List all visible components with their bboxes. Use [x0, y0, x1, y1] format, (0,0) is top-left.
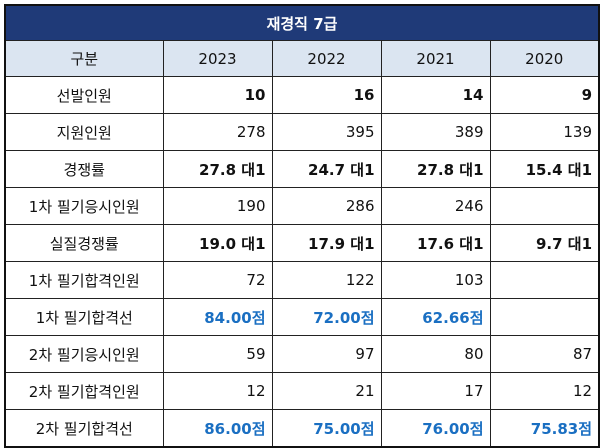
table-cell: 75.00점: [271, 409, 382, 448]
table-cell: 103: [380, 261, 491, 299]
table-cell: [489, 261, 600, 299]
table-row: 지원인원 278 395 389 139: [4, 113, 600, 151]
table-title-row: 재경직 7급: [4, 4, 600, 41]
header-year-2022: 2022: [271, 40, 382, 77]
table-cell: 21: [271, 372, 382, 410]
row-label: 1차 필기합격선: [4, 298, 164, 336]
table-cell: 16: [271, 76, 382, 114]
table-cell: 17.6 대1: [380, 224, 491, 262]
table-cell: 10: [162, 76, 273, 114]
row-label: 1차 필기응시인원: [4, 187, 164, 225]
table-cell: 80: [380, 335, 491, 373]
table-row: 1차 필기합격인원 72 122 103: [4, 261, 600, 299]
table-cell: [489, 298, 600, 336]
table-cell: 9.7 대1: [489, 224, 600, 262]
table-row: 2차 필기응시인원 59 97 80 87: [4, 335, 600, 373]
table-row: 2차 필기합격인원 12 21 17 12: [4, 372, 600, 410]
table-cell: 86.00점: [162, 409, 273, 448]
table-row: 선발인원 10 16 14 9: [4, 76, 600, 114]
table-cell: 12: [489, 372, 600, 410]
table-row: 실질경쟁률 19.0 대1 17.9 대1 17.6 대1 9.7 대1: [4, 224, 600, 262]
table-cell: 59: [162, 335, 273, 373]
row-label: 실질경쟁률: [4, 224, 164, 262]
table-cell: 15.4 대1: [489, 150, 600, 188]
table-cell: 246: [380, 187, 491, 225]
table-cell: 75.83점: [489, 409, 600, 448]
table-cell: 19.0 대1: [162, 224, 273, 262]
table-header-row: 구분 2023 2022 2021 2020: [4, 40, 600, 77]
header-category: 구분: [4, 40, 164, 77]
table-cell: 9: [489, 76, 600, 114]
table-cell: 97: [271, 335, 382, 373]
table-row: 1차 필기응시인원 190 286 246: [4, 187, 600, 225]
table-cell: 122: [271, 261, 382, 299]
header-year-2021: 2021: [380, 40, 491, 77]
table-cell: 17: [380, 372, 491, 410]
exam-stats-table: 재경직 7급 구분 2023 2022 2021 2020 선발인원 10 16…: [4, 4, 601, 448]
table-row: 경쟁률 27.8 대1 24.7 대1 27.8 대1 15.4 대1: [4, 150, 600, 188]
table-row: 2차 필기합격선 86.00점 75.00점 76.00점 75.83점: [4, 409, 600, 448]
table-cell: 72.00점: [271, 298, 382, 336]
header-year-2023: 2023: [162, 40, 273, 77]
table-cell: 395: [271, 113, 382, 151]
table-cell: 87: [489, 335, 600, 373]
table-cell: 286: [271, 187, 382, 225]
table-cell: 27.8 대1: [162, 150, 273, 188]
row-label: 선발인원: [4, 76, 164, 114]
table-cell: 17.9 대1: [271, 224, 382, 262]
header-year-2020: 2020: [489, 40, 600, 77]
table-cell: 139: [489, 113, 600, 151]
row-label: 경쟁률: [4, 150, 164, 188]
table-cell: 72: [162, 261, 273, 299]
exam-stats-panel: 재경직 7급 구분 2023 2022 2021 2020 선발인원 10 16…: [4, 4, 601, 448]
table-cell: [489, 187, 600, 225]
row-label: 지원인원: [4, 113, 164, 151]
table-title: 재경직 7급: [4, 4, 600, 41]
table-cell: 62.66점: [380, 298, 491, 336]
table-cell: 12: [162, 372, 273, 410]
row-label: 2차 필기합격인원: [4, 372, 164, 410]
row-label: 2차 필기응시인원: [4, 335, 164, 373]
table-cell: 389: [380, 113, 491, 151]
table-cell: 190: [162, 187, 273, 225]
row-label: 2차 필기합격선: [4, 409, 164, 448]
row-label: 1차 필기합격인원: [4, 261, 164, 299]
table-cell: 84.00점: [162, 298, 273, 336]
table-cell: 24.7 대1: [271, 150, 382, 188]
table-cell: 27.8 대1: [380, 150, 491, 188]
table-cell: 76.00점: [380, 409, 491, 448]
table-row: 1차 필기합격선 84.00점 72.00점 62.66점: [4, 298, 600, 336]
table-cell: 278: [162, 113, 273, 151]
table-cell: 14: [380, 76, 491, 114]
